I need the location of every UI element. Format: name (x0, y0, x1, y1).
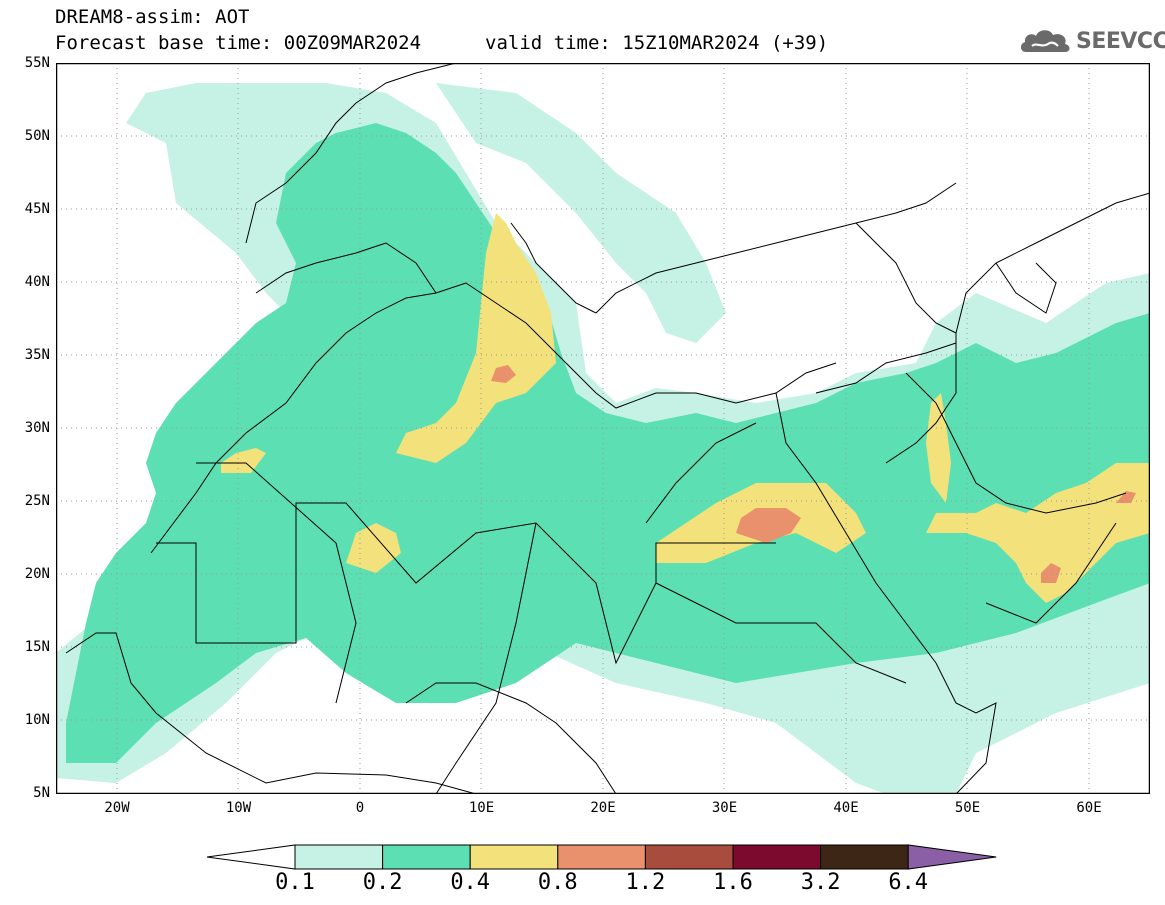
colorbar-upper-triangle (907, 844, 997, 870)
lon-label: 20E (590, 800, 616, 816)
lat-label: 35N (24, 347, 50, 363)
aot-map (56, 63, 1150, 794)
colorbar-segment (557, 844, 646, 870)
colorbar-segment (732, 844, 822, 870)
lon-label: 50E (954, 800, 981, 816)
seevccc-logo: SEEVCCC (1018, 26, 1165, 56)
colorbar-segment (294, 844, 384, 870)
lat-label: 20N (24, 566, 50, 582)
colorbar-label: 3.2 (800, 870, 841, 895)
lat-label: 45N (24, 201, 50, 217)
valid-time: valid time: 15Z10MAR2024 (+39) (485, 32, 829, 54)
colorbar-segment (469, 844, 559, 870)
colorbar-lower-triangle (206, 844, 296, 870)
lat-label: 10N (24, 712, 50, 728)
colorbar-label: 0.4 (450, 870, 491, 895)
colorbar-segment (820, 844, 909, 870)
lon-label: 30E (711, 800, 738, 816)
lon-label: 40E (833, 800, 859, 816)
colorbar-label: 1.2 (625, 870, 666, 895)
colorbar-label: 6.4 (888, 870, 929, 895)
lat-label: 25N (24, 493, 50, 509)
colorbar (205, 842, 1005, 876)
colorbar-label: 1.6 (713, 870, 753, 895)
lat-label: 50N (24, 128, 50, 144)
lat-label: 30N (24, 420, 50, 436)
forecast-base-time: Forecast base time: 00Z09MAR2024 (55, 32, 422, 54)
lon-label: 60E (1076, 800, 1102, 816)
lat-label: 5N (33, 785, 50, 801)
lat-label: 40N (24, 274, 50, 290)
colorbar-label: 0.8 (537, 870, 578, 895)
map-title: DREAM8-assim: AOT (55, 6, 250, 28)
cloud-icon (1020, 30, 1070, 52)
colorbar-label: 0.2 (362, 870, 403, 895)
colorbar-segment (644, 844, 734, 870)
lat-label: 55N (24, 55, 50, 71)
lon-label: 20W (104, 800, 130, 816)
lon-label: 10E (468, 800, 495, 816)
lon-label: 10W (225, 800, 252, 816)
colorbar-segment (382, 844, 471, 870)
lat-label: 15N (24, 639, 50, 655)
colorbar-label: 0.1 (275, 870, 315, 895)
grid-lines (56, 63, 1150, 794)
coastlines-borders (65, 63, 1150, 794)
lon-label: 0 (355, 800, 365, 816)
logo-text: SEEVCCC (1076, 28, 1165, 54)
